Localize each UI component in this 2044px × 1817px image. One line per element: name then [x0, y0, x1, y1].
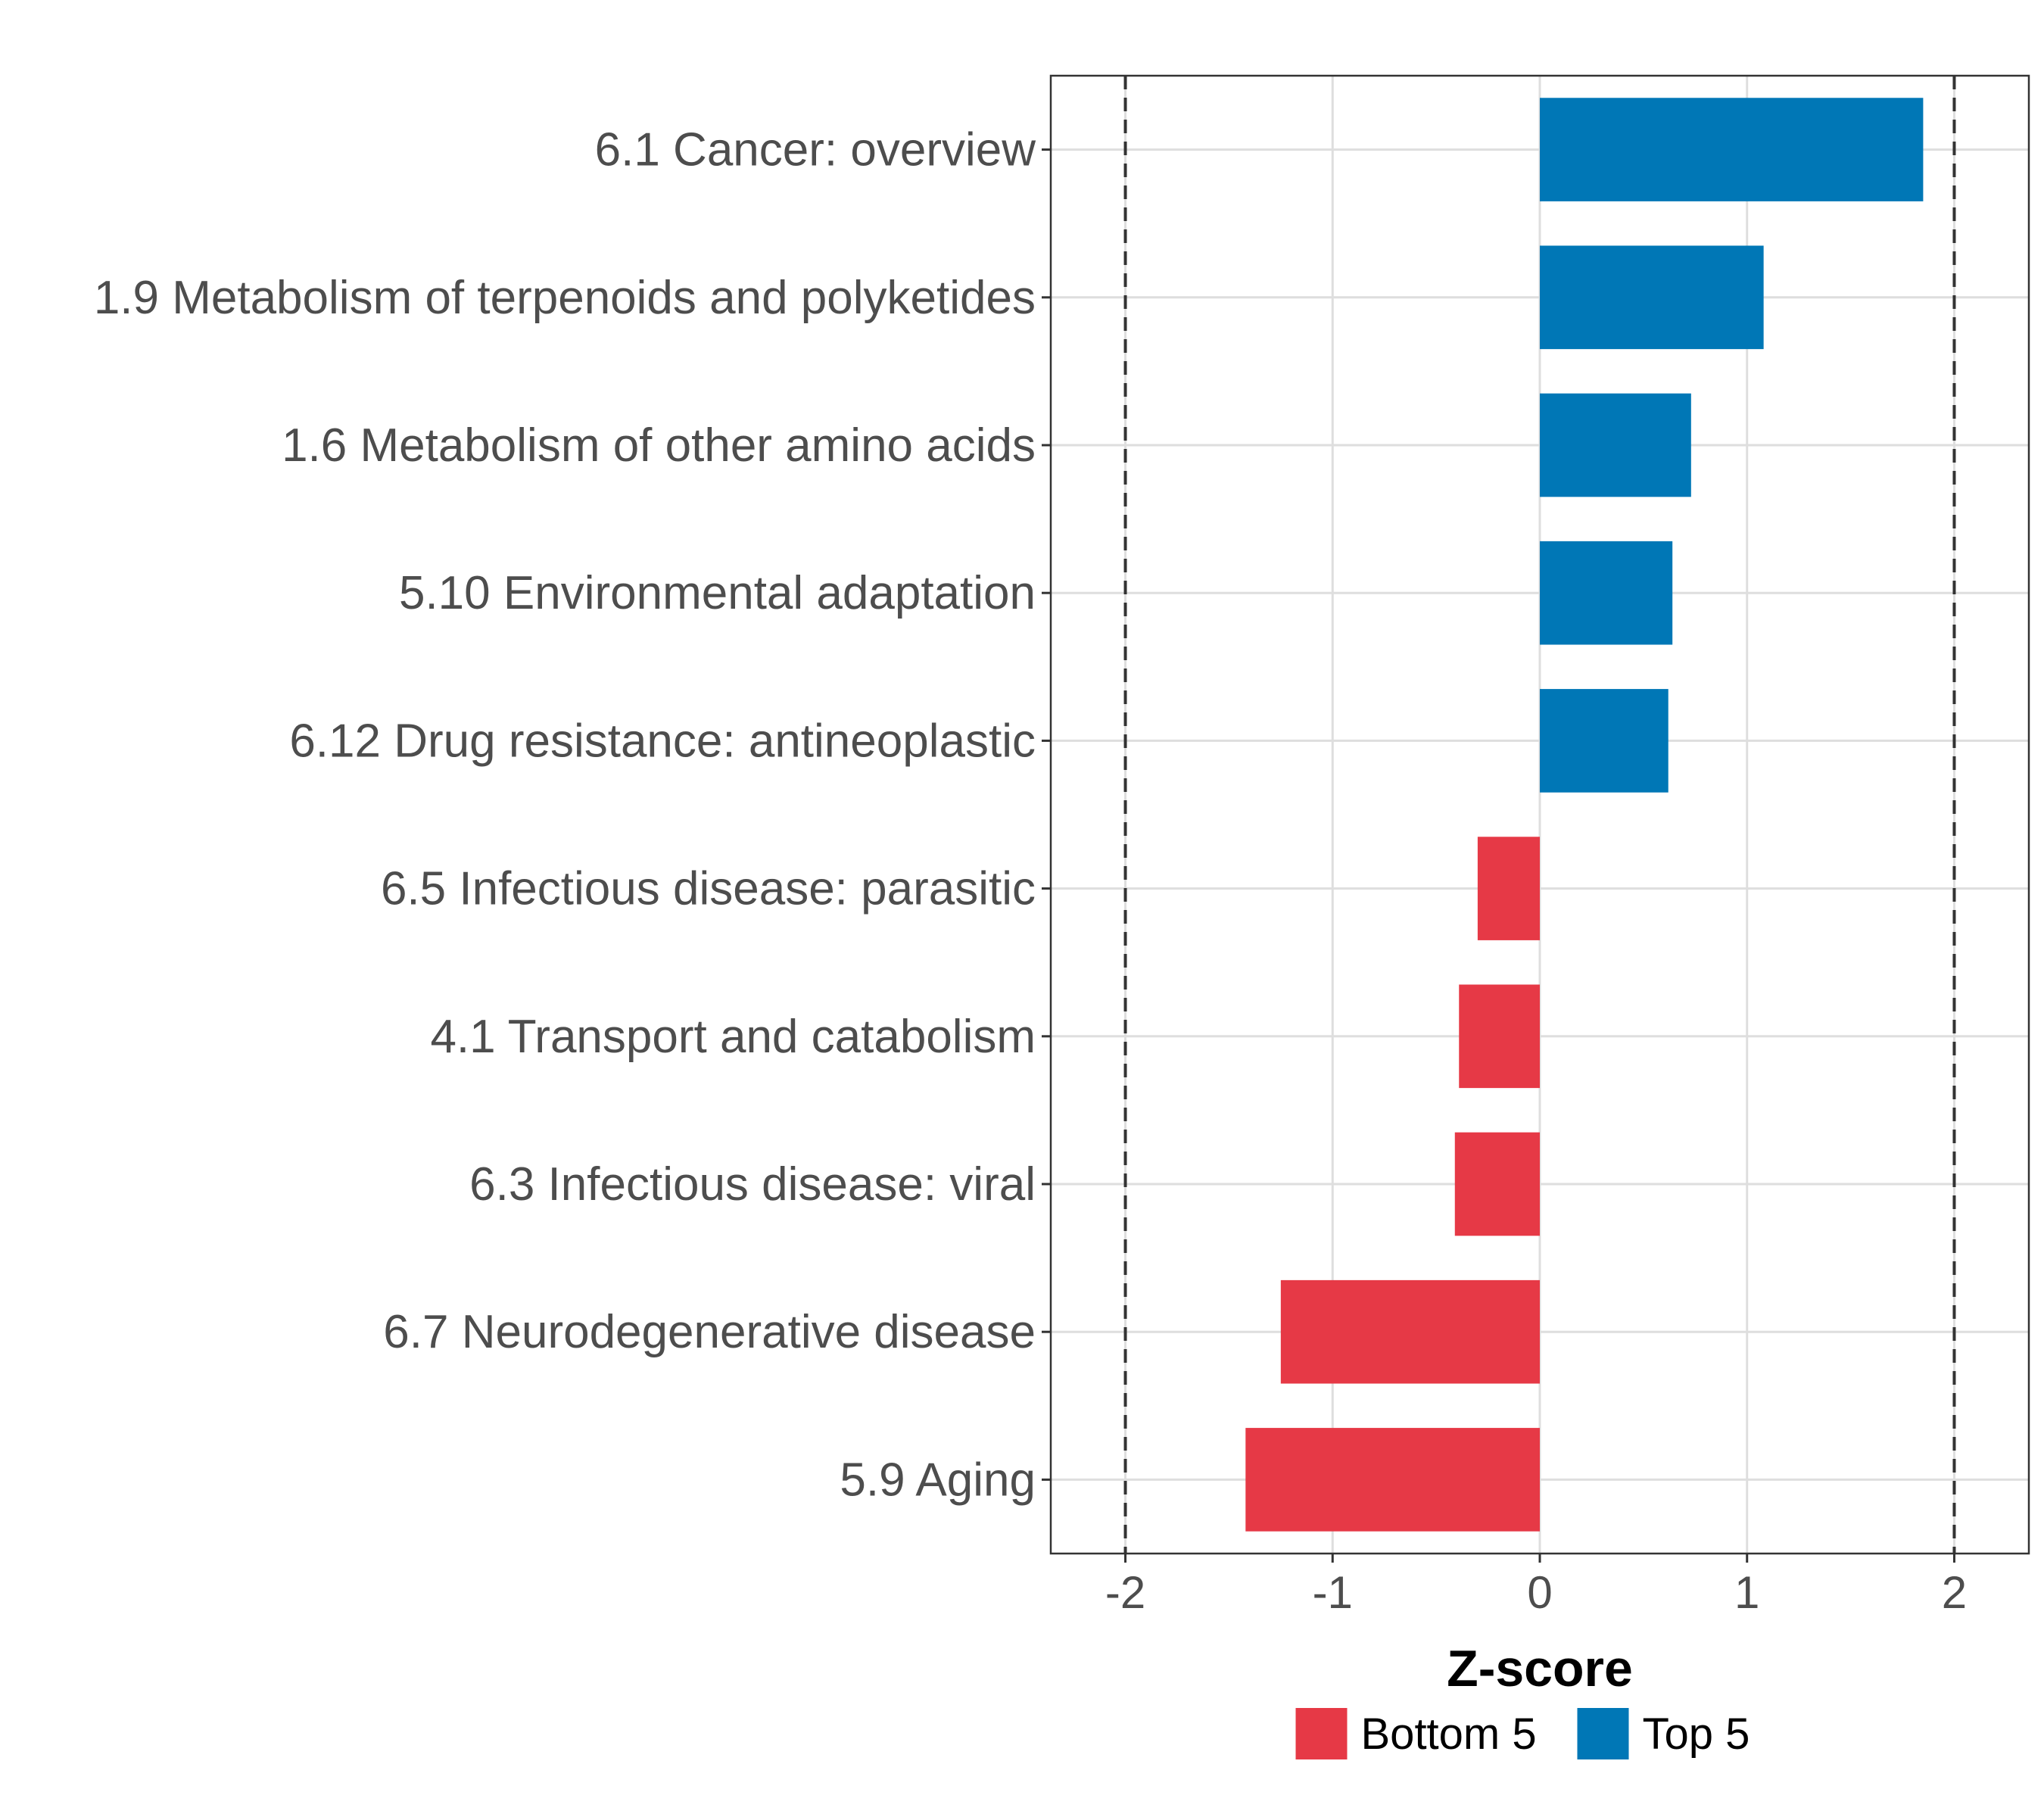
y-tick-label: 6.12 Drug resistance: antineoplastic — [289, 715, 1036, 767]
bar — [1477, 837, 1540, 940]
bar — [1540, 393, 1691, 497]
legend-label: Bottom 5 — [1361, 1709, 1537, 1759]
x-tick-label: -1 — [1313, 1567, 1353, 1618]
legend: Bottom 5 Top 5 — [1295, 1708, 1750, 1759]
reference-lines — [1123, 76, 1956, 1554]
bar — [1454, 1132, 1540, 1236]
y-tick-label: 6.3 Infectious disease: viral — [469, 1158, 1036, 1211]
x-tick-label: 2 — [1942, 1567, 1967, 1618]
y-tick-label: 6.5 Infectious disease: parasitic — [381, 863, 1036, 915]
y-tick-label: 1.6 Metabolism of other amino acids — [282, 419, 1036, 472]
bar — [1540, 689, 1669, 793]
bar — [1245, 1428, 1540, 1532]
x-axis-title: Z-score — [1447, 1640, 1633, 1697]
x-tick-label: 0 — [1527, 1567, 1552, 1618]
y-tick-label: 1.9 Metabolism of terpenoids and polyket… — [94, 272, 1036, 324]
x-tick-label: 1 — [1734, 1567, 1759, 1618]
y-tick-label: 4.1 Transport and catabolism — [430, 1011, 1036, 1063]
axis-ticks — [1042, 148, 1955, 1563]
bar — [1540, 541, 1673, 645]
axis-labels: 6.1 Cancer: overview 1.9 Metabolism of te… — [94, 124, 1967, 1618]
bar — [1280, 1279, 1540, 1384]
y-tick-label: 5.10 Environmental adaptation — [399, 567, 1036, 619]
bars — [1245, 98, 1924, 1532]
y-tick-label: 5.9 Aging — [840, 1454, 1036, 1506]
legend-swatch — [1577, 1708, 1629, 1759]
legend-swatch — [1295, 1708, 1348, 1759]
bar — [1540, 245, 1764, 350]
bar — [1540, 98, 1924, 201]
bar — [1459, 984, 1540, 1089]
y-tick-label: 6.7 Neurodegenerative disease — [383, 1306, 1036, 1358]
x-tick-label: -2 — [1105, 1567, 1145, 1618]
y-tick-label: 6.1 Cancer: overview — [595, 124, 1036, 176]
legend-label: Top 5 — [1643, 1709, 1750, 1759]
